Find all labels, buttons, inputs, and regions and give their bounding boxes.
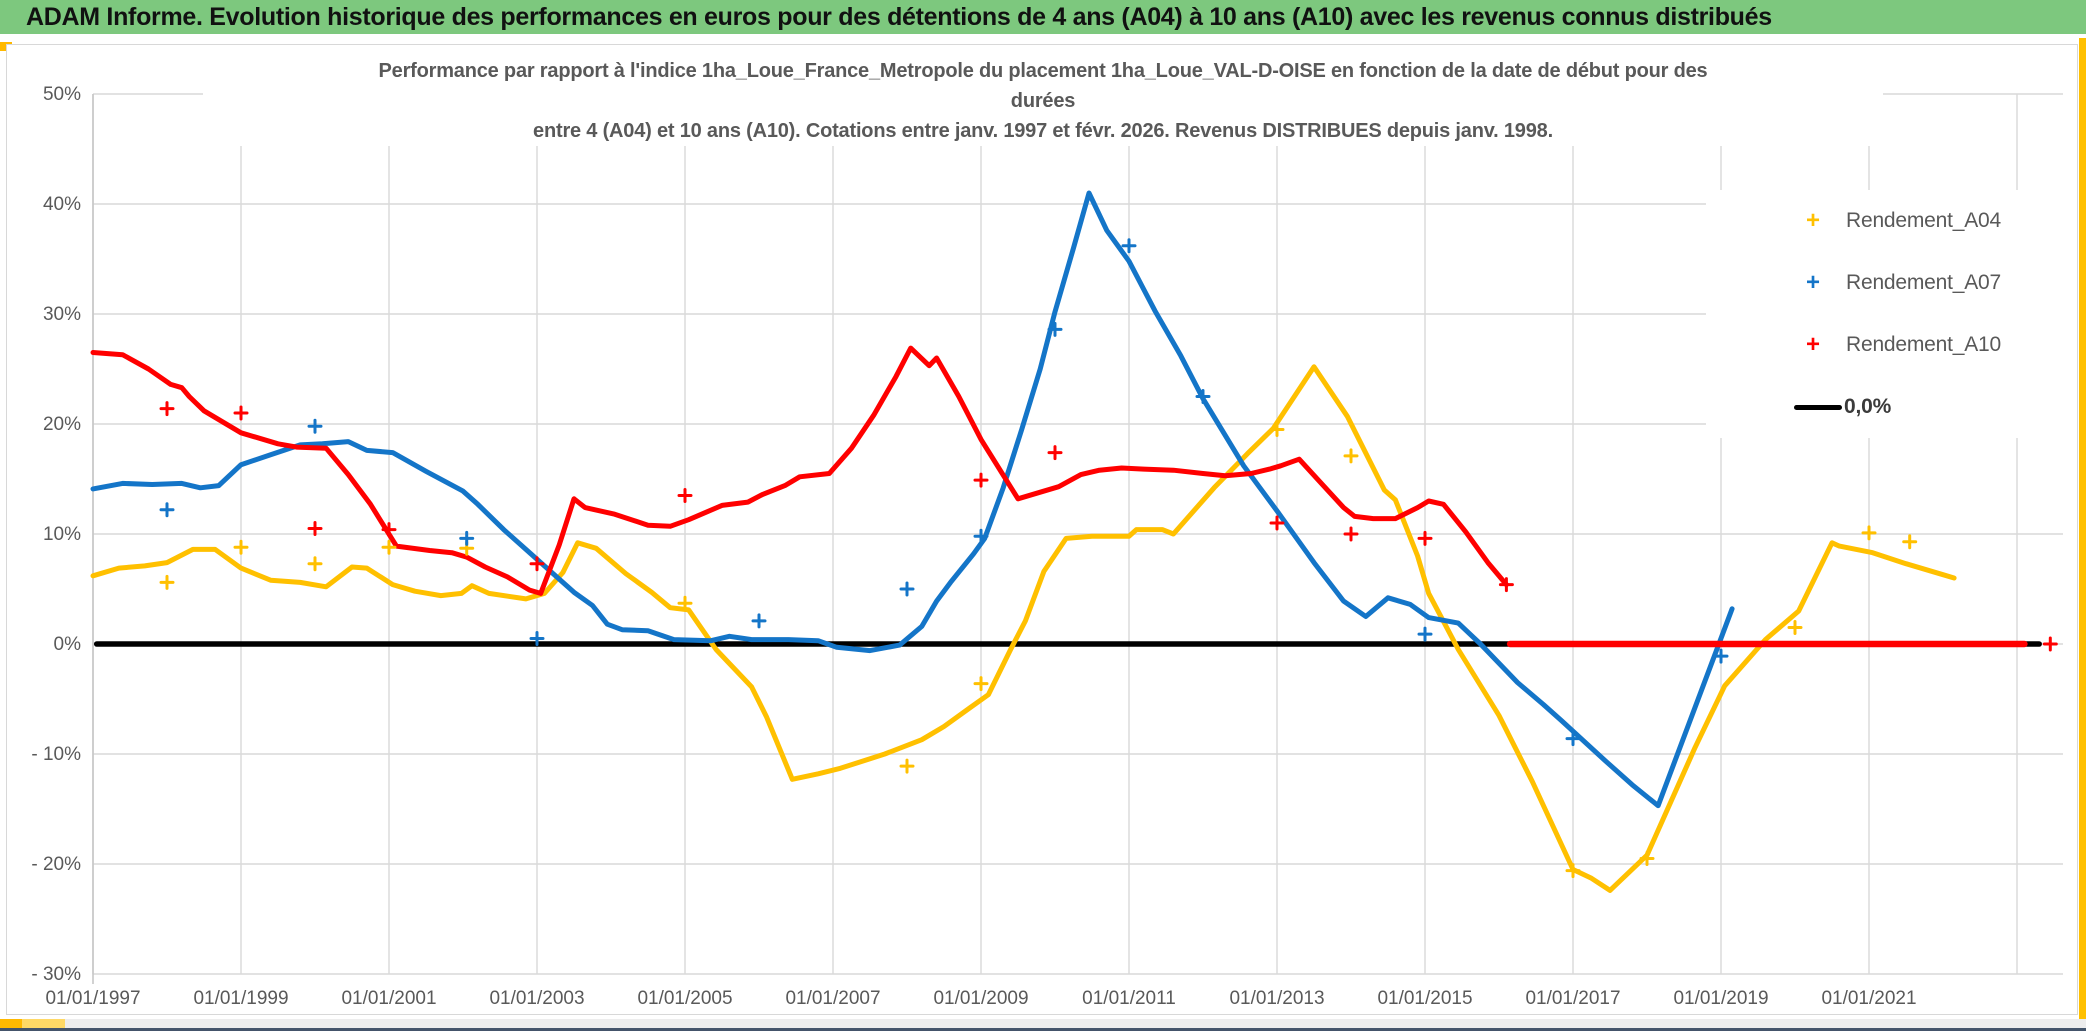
line-marker-icon <box>1794 404 1842 410</box>
y-tick-label: 40% <box>43 194 81 215</box>
outlier-plus-marker-rendement_a10[interactable] <box>1417 530 1433 546</box>
x-tick-label: 01/01/2003 <box>489 988 584 1009</box>
plus-marker-icon: + <box>1806 207 1821 234</box>
legend-label: Rendement_A07 <box>1846 271 2002 294</box>
bottom-left-block-2 <box>22 1019 65 1028</box>
sheet-header-banner: ADAM Informe. Evolution historique des p… <box>0 0 2086 34</box>
legend-item-rendement-a04[interactable]: + Rendement_A04 <box>1806 206 2001 236</box>
chart-title-line-2: durées <box>1010 90 1076 112</box>
outlier-plus-marker-rendement_a04[interactable] <box>1861 525 1877 541</box>
outlier-plus-marker-rendement_a04[interactable] <box>381 539 397 555</box>
outlier-plus-marker-rendement_a07[interactable] <box>1713 648 1729 664</box>
outlier-plus-marker-rendement_a04[interactable] <box>159 574 175 590</box>
x-tick-label: 01/01/1997 <box>45 988 140 1009</box>
outlier-plus-marker-rendement_a04[interactable] <box>973 676 989 692</box>
x-tick-label: 01/01/2019 <box>1673 988 1768 1009</box>
x-tick-label: 01/01/2011 <box>1082 988 1176 1009</box>
outlier-plus-marker-rendement_a10[interactable] <box>233 405 249 421</box>
outlier-plus-marker-rendement_a10[interactable] <box>381 522 397 538</box>
x-tick-label: 01/01/2001 <box>341 988 436 1009</box>
legend-label: Rendement_A10 <box>1846 333 2002 356</box>
x-tick-label: 01/01/2009 <box>933 988 1028 1009</box>
x-tick-label: 01/01/2015 <box>1377 988 1472 1009</box>
outlier-plus-marker-rendement_a10[interactable] <box>529 556 545 572</box>
outlier-plus-marker-rendement_a07[interactable] <box>459 530 475 546</box>
y-tick-label: 10% <box>43 524 81 545</box>
series-line-rendement_a10[interactable] <box>90 345 1509 596</box>
x-tick-label: 01/01/2005 <box>637 988 732 1009</box>
outlier-plus-marker-rendement_a04[interactable] <box>1343 448 1359 464</box>
outlier-plus-marker-rendement_a07[interactable] <box>1417 626 1433 642</box>
outlier-plus-marker-rendement_a07[interactable] <box>899 581 915 597</box>
outlier-plus-marker-rendement_a07[interactable] <box>751 613 767 629</box>
outlier-plus-marker-rendement_a10[interactable] <box>1269 515 1285 531</box>
bottom-left-block <box>0 1019 22 1028</box>
x-tick-label: 01/01/2013 <box>1229 988 1324 1009</box>
legend-label: Rendement_A04 <box>1846 209 2002 232</box>
outlier-plus-marker-rendement_a10[interactable] <box>1343 526 1359 542</box>
outlier-plus-marker-rendement_a10[interactable] <box>677 488 693 503</box>
outlier-plus-marker-rendement_a04[interactable] <box>677 595 693 611</box>
series-line-rendement_a04[interactable] <box>90 364 1957 893</box>
outlier-plus-marker-rendement_a07[interactable] <box>307 418 323 434</box>
legend-item-rendement-a07[interactable]: + Rendement_A07 <box>1806 268 2001 298</box>
outlier-plus-marker-rendement_a10[interactable] <box>1498 577 1514 593</box>
y-tick-label: 0% <box>54 634 82 655</box>
y-tick-label: - 30% <box>31 964 81 985</box>
x-tick-label: 01/01/1999 <box>193 988 288 1009</box>
window-bottom-border <box>0 1028 2086 1031</box>
outlier-plus-marker-rendement_a04[interactable] <box>1787 620 1803 635</box>
outlier-plus-marker-rendement_a10[interactable] <box>2042 636 2058 652</box>
outlier-plus-marker-rendement_a07[interactable] <box>973 528 989 544</box>
outlier-plus-marker-rendement_a04[interactable] <box>1269 422 1285 437</box>
outlier-plus-marker-rendement_a07[interactable] <box>529 631 545 646</box>
outlier-plus-marker-rendement_a04[interactable] <box>899 758 915 774</box>
right-edge-strip <box>2079 38 2086 1031</box>
bottom-scrollbar-band[interactable] <box>0 1019 2086 1028</box>
outlier-plus-marker-rendement_a04[interactable] <box>233 539 249 555</box>
outlier-plus-marker-rendement_a07[interactable] <box>1195 389 1211 404</box>
outlier-plus-marker-rendement_a07[interactable] <box>1047 321 1063 337</box>
outlier-plus-marker-rendement_a04[interactable] <box>307 556 323 572</box>
chart-title-line-3: entre 4 (A04) et 10 ans (A10). Cotations… <box>533 120 1553 142</box>
outlier-plus-marker-rendement_a10[interactable] <box>1047 445 1063 461</box>
outlier-plus-marker-rendement_a07[interactable] <box>1565 731 1581 747</box>
outlier-plus-marker-rendement_a04[interactable] <box>1639 851 1655 866</box>
outlier-plus-marker-rendement_a10[interactable] <box>159 401 175 417</box>
legend-item-zero-line[interactable]: 0,0% <box>1794 392 1891 422</box>
y-tick-label: 50% <box>43 84 81 105</box>
chart-title-line-1: Performance par rapport à l'indice 1ha_L… <box>378 60 1708 82</box>
x-tick-label: 01/01/2017 <box>1525 988 1620 1009</box>
outlier-plus-marker-rendement_a07[interactable] <box>159 502 175 518</box>
legend-label: 0,0% <box>1844 395 1892 418</box>
chart-title: Performance par rapport à l'indice 1ha_L… <box>203 56 1883 146</box>
chart-legend: + Rendement_A04 + Rendement_A07 + Rendem… <box>1706 190 2064 438</box>
plus-marker-icon: + <box>1806 331 1821 358</box>
outlier-plus-marker-rendement_a10[interactable] <box>307 521 323 536</box>
outlier-plus-marker-rendement_a04[interactable] <box>1565 863 1581 879</box>
legend-item-rendement-a10[interactable]: + Rendement_A10 <box>1806 330 2001 360</box>
y-tick-label: - 10% <box>31 744 81 765</box>
outlier-plus-marker-rendement_a10[interactable] <box>973 472 989 488</box>
outlier-plus-marker-rendement_a04[interactable] <box>1902 534 1918 550</box>
outlier-plus-marker-rendement_a07[interactable] <box>1121 238 1137 254</box>
series-line-rendement_a07[interactable] <box>90 190 1735 809</box>
y-tick-label: - 20% <box>31 854 81 875</box>
plus-marker-icon: + <box>1806 269 1821 296</box>
y-tick-label: 20% <box>43 414 81 435</box>
x-tick-label: 01/01/2007 <box>785 988 880 1009</box>
y-tick-label: 30% <box>43 304 81 325</box>
x-tick-label: 01/01/2021 <box>1821 988 1916 1009</box>
